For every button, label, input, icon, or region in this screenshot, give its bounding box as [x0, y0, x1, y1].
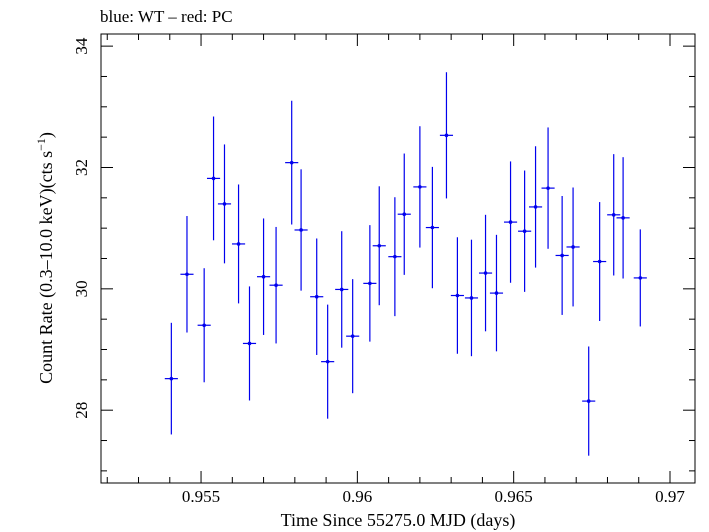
y-tick-label: 30: [72, 280, 91, 297]
data-marker: [546, 186, 550, 190]
data-point: [294, 169, 308, 291]
data-marker: [211, 176, 216, 181]
data-marker: [247, 341, 252, 346]
data-point: [503, 161, 518, 283]
data-marker: [430, 225, 435, 230]
data-point: [518, 170, 532, 292]
data-marker: [202, 323, 206, 328]
y-axis-title: Count Rate (0.3–10.0 keV)(cts s−1): [34, 132, 57, 384]
data-marker: [533, 205, 538, 209]
data-point: [321, 304, 335, 419]
y-tick-label: 28: [72, 402, 91, 419]
data-marker: [350, 334, 355, 338]
y-axis-title-main: Count Rate (0.3–10.0 keV)(cts s: [36, 151, 57, 384]
data-marker: [289, 160, 294, 165]
x-axis-title: Time Since 55275.0 MJD (days): [281, 510, 516, 531]
data-marker: [621, 216, 625, 220]
data-marker: [402, 212, 407, 217]
plot-frame: [100, 33, 696, 484]
data-point: [217, 144, 232, 264]
data-point: [566, 187, 580, 307]
x-tick-label: 0.955: [182, 487, 220, 506]
data-marker: [508, 220, 513, 224]
data-point: [180, 216, 194, 333]
chart-title: blue: WT – red: PC: [100, 7, 233, 26]
data-marker: [339, 287, 344, 292]
data-marker: [483, 271, 488, 275]
data-marker: [494, 291, 499, 295]
data-marker: [299, 228, 303, 232]
data-marker: [185, 272, 189, 277]
data-point: [528, 146, 543, 268]
data-point: [242, 286, 257, 401]
data-point: [541, 127, 555, 249]
data-point: [388, 197, 402, 317]
data-point: [450, 237, 464, 354]
data-point: [197, 268, 211, 383]
data-point: [372, 186, 386, 306]
axis-tick-labels: 0.955 0.96 0.965 0.97 28 30 32 34: [72, 37, 685, 506]
data-marker: [522, 229, 527, 233]
data-point: [478, 214, 493, 332]
data-marker: [325, 359, 330, 364]
data-point: [346, 279, 360, 394]
x-tick-label: 0.97: [655, 487, 685, 506]
data-marker: [314, 294, 319, 299]
data-marker: [169, 376, 174, 381]
data-marker: [368, 281, 372, 286]
axis-ticks: [101, 34, 695, 483]
data-point: [363, 225, 377, 342]
y-tick-label: 32: [72, 159, 91, 176]
y-tick-label: 34: [72, 37, 91, 55]
data-marker: [444, 133, 449, 138]
data-point: [164, 322, 178, 435]
data-point: [285, 100, 299, 225]
data-point: [257, 218, 271, 335]
data-marker: [638, 276, 643, 280]
data-marker: [236, 242, 241, 246]
data-point: [397, 153, 411, 275]
data-point: [335, 231, 349, 348]
data-marker: [586, 399, 591, 403]
data-point: [582, 346, 596, 456]
data-point: [269, 226, 283, 344]
data-point: [633, 229, 647, 327]
data-point: [413, 126, 427, 248]
y-axis-title-end: ): [36, 132, 57, 138]
data-marker: [560, 253, 564, 258]
data-series: [164, 72, 647, 456]
data-point: [593, 202, 607, 321]
x-tick-label: 0.965: [495, 487, 533, 506]
x-tick-label: 0.96: [342, 487, 372, 506]
data-point: [616, 157, 630, 279]
data-marker: [418, 185, 422, 189]
data-marker: [222, 202, 227, 206]
data-marker: [571, 245, 575, 249]
data-marker: [455, 293, 460, 298]
data-marker: [469, 296, 474, 300]
data-marker: [274, 283, 278, 287]
data-marker: [393, 254, 397, 259]
data-point: [206, 116, 221, 241]
data-marker: [377, 243, 382, 248]
data-point: [489, 234, 504, 352]
data-point: [464, 239, 479, 357]
data-point: [425, 166, 439, 289]
data-point: [555, 196, 569, 315]
data-marker: [597, 259, 602, 264]
data-point: [607, 154, 621, 276]
y-axis-title-superscript: −1: [34, 138, 48, 151]
data-point: [310, 238, 324, 355]
data-marker: [261, 274, 266, 279]
data-marker: [611, 213, 616, 217]
data-point: [439, 72, 454, 199]
data-point: [231, 184, 246, 304]
